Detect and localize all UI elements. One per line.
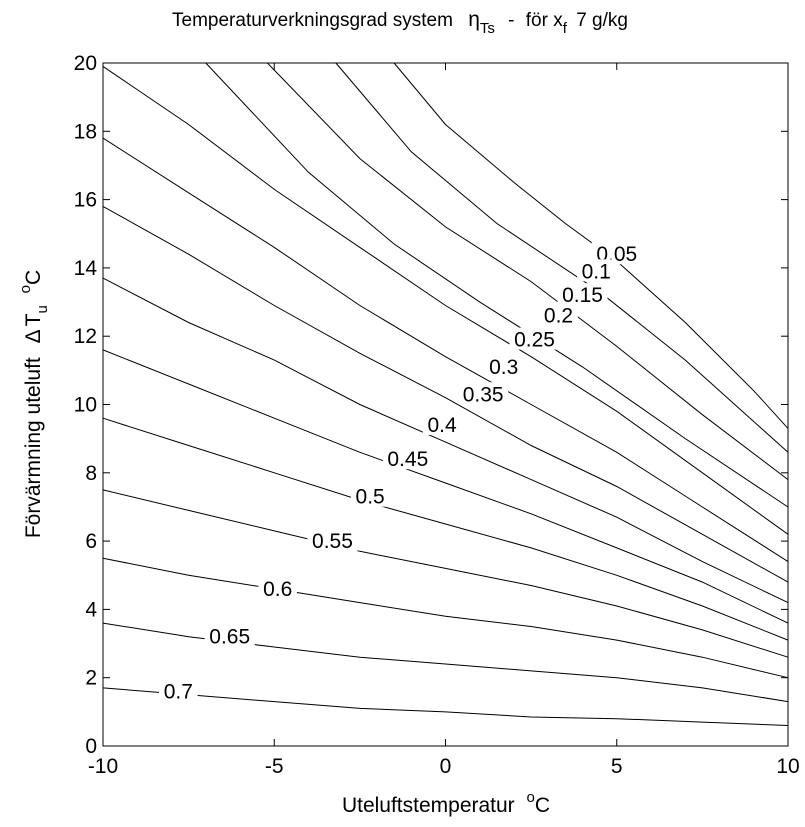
title-symbol-sub: Ts — [480, 20, 495, 37]
contour-label-0.7: 0.7 — [164, 680, 193, 703]
contour-label-bg — [307, 529, 358, 552]
contour-label-bg — [422, 412, 462, 435]
contour-line-0.2 — [205, 62, 789, 508]
title-value: 7 g/kg — [576, 10, 628, 31]
x-tick-label: -10 — [88, 755, 118, 778]
contour-line-0.15 — [267, 62, 789, 480]
contour-label-bg — [509, 327, 560, 350]
y-tick-label: 6 — [85, 530, 97, 553]
y-tick-label: 4 — [85, 598, 97, 621]
contour-labels: 0.050.10.150.20.250.30.350.40.450.50.550… — [159, 242, 642, 703]
x-axis-label-sup: o — [527, 789, 535, 806]
contour-label-0.3: 0.3 — [489, 356, 518, 379]
title-for-label: för x — [526, 10, 563, 31]
y-axis: 0 2 4 6 8 10 12 14 16 18 20 — [74, 52, 788, 758]
contour-label-bg — [539, 303, 578, 326]
contour-label-bg — [458, 382, 509, 405]
contour-label-0.15: 0.15 — [562, 284, 603, 307]
y-axis-label-sup: o — [17, 285, 34, 293]
contour-line-0.3 — [102, 137, 789, 563]
x-tick-label: 0 — [440, 755, 452, 778]
y-tick-label: 10 — [74, 394, 97, 417]
contour-line-0.5 — [102, 417, 789, 641]
y-tick-label: 0 — [85, 735, 97, 758]
contour-label-0.65: 0.65 — [209, 626, 250, 649]
contour-line-0.05 — [393, 62, 789, 429]
contour-label-bg — [576, 259, 616, 282]
title-for-sub: f — [563, 20, 568, 37]
contour-label-bg — [382, 447, 433, 470]
x-axis-label-unit: C — [535, 794, 550, 817]
contour-line-0.7 — [102, 687, 789, 726]
contour-label-0.35: 0.35 — [463, 383, 504, 406]
contour-line-0.4 — [102, 277, 789, 604]
contour-line-0.25 — [102, 65, 789, 535]
y-tick-label: 20 — [74, 52, 97, 75]
contour-label-bg — [204, 624, 255, 647]
y-tick-label: 12 — [74, 325, 97, 348]
contour-label-0.2: 0.2 — [544, 305, 573, 328]
contour-label-0.45: 0.45 — [387, 448, 428, 471]
contour-line-0.45 — [102, 349, 789, 624]
y-tick-label: 16 — [74, 189, 97, 212]
x-axis-label: Uteluftstemperatur oC — [342, 789, 550, 817]
y-tick-label: 18 — [74, 120, 97, 143]
x-axis-label-text: Uteluftstemperatur — [342, 794, 515, 817]
contour-label-0.4: 0.4 — [427, 414, 457, 437]
x-tick-label: 5 — [611, 755, 623, 778]
contour-lines — [102, 62, 789, 726]
contour-label-bg — [159, 679, 198, 702]
title-dash: - — [508, 10, 514, 31]
y-axis-label-var-sub: u — [34, 305, 51, 313]
y-tick-label: 8 — [85, 462, 97, 485]
x-tick-label: 10 — [776, 755, 799, 778]
y-axis-label: Förvärmning uteluft ΔTu oC — [17, 270, 52, 538]
contour-label-0.55: 0.55 — [312, 530, 353, 553]
title-main: Temperaturverkningsgrad system — [172, 10, 453, 31]
contour-line-0.35 — [102, 205, 789, 583]
y-tick-label: 14 — [74, 257, 98, 280]
contour-label-bg — [591, 242, 642, 265]
x-tick-label: -5 — [265, 755, 284, 778]
y-axis-label-delta: Δ — [22, 329, 45, 343]
contour-label-0.6: 0.6 — [263, 578, 292, 601]
y-axis-label-var: T — [22, 313, 45, 326]
contour-line-0.55 — [102, 489, 789, 658]
title-symbol: η — [468, 8, 480, 31]
contour-label-0.1: 0.1 — [582, 260, 611, 283]
contour-label-0.25: 0.25 — [514, 329, 555, 352]
contour-line-0.6 — [102, 557, 789, 679]
contour-line-0.1 — [335, 62, 789, 453]
x-axis: -10 -5 0 5 10 — [88, 63, 800, 778]
contour-label-bg — [350, 484, 390, 507]
contour-label-bg — [484, 354, 523, 377]
contour-label-bg — [557, 283, 608, 306]
y-tick-label: 2 — [85, 667, 97, 690]
contour-label-bg — [258, 576, 297, 599]
y-axis-label-text: Förvärmning uteluft — [22, 357, 45, 538]
chart-title: Temperaturverkningsgrad system ηTs - för… — [172, 8, 628, 38]
y-axis-label-unit: C — [22, 270, 45, 285]
contour-label-0.5: 0.5 — [356, 486, 385, 509]
